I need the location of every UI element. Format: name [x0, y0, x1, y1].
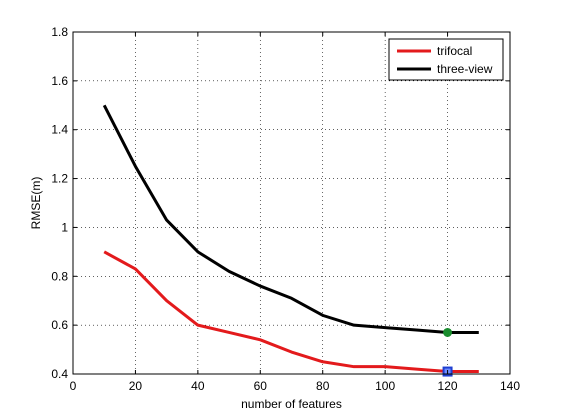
- series-line-three-view: [102, 104, 479, 334]
- series-marker-three-view: [443, 327, 453, 337]
- y-tick-label: 1: [61, 220, 68, 234]
- y-axis-title: RMSE(m): [29, 177, 43, 230]
- x-tick-label: 140: [500, 379, 520, 393]
- x-axis-title: number of features: [241, 397, 342, 411]
- plot-area: [73, 32, 510, 374]
- axis-ticks: 0 20 40 60 80 100 120 140 0.4 0.6 0.8 1 1.2 1.4 1.6 1.8: [51, 25, 520, 393]
- y-tick-label: 1.8: [51, 25, 68, 39]
- x-tick-label: 20: [129, 379, 143, 393]
- x-tick-label: 0: [70, 379, 77, 393]
- x-tick-label: 100: [375, 379, 395, 393]
- y-tick-label: 1.4: [51, 123, 68, 137]
- x-tick-label: 120: [438, 379, 458, 393]
- legend: trifocal three-view: [388, 38, 504, 81]
- y-tick-label: 0.4: [51, 367, 68, 381]
- y-tick-label: 1.6: [51, 74, 68, 88]
- legend-box: [388, 38, 504, 81]
- grid-lines: [73, 32, 510, 374]
- x-tick-label: 40: [191, 379, 205, 393]
- x-tick-label: 80: [316, 379, 330, 393]
- y-tick-label: 0.6: [51, 318, 68, 332]
- x-tick-label: 60: [254, 379, 268, 393]
- legend-label-three-view: three-view: [437, 62, 493, 76]
- series-line-trifocal: [103, 250, 479, 374]
- y-tick-label: 1.2: [51, 172, 68, 186]
- plot-frame: [72, 31, 511, 375]
- series-layer: [102, 104, 479, 377]
- y-tick-label: 0.8: [51, 269, 68, 283]
- legend-label-trifocal: trifocal: [437, 44, 472, 58]
